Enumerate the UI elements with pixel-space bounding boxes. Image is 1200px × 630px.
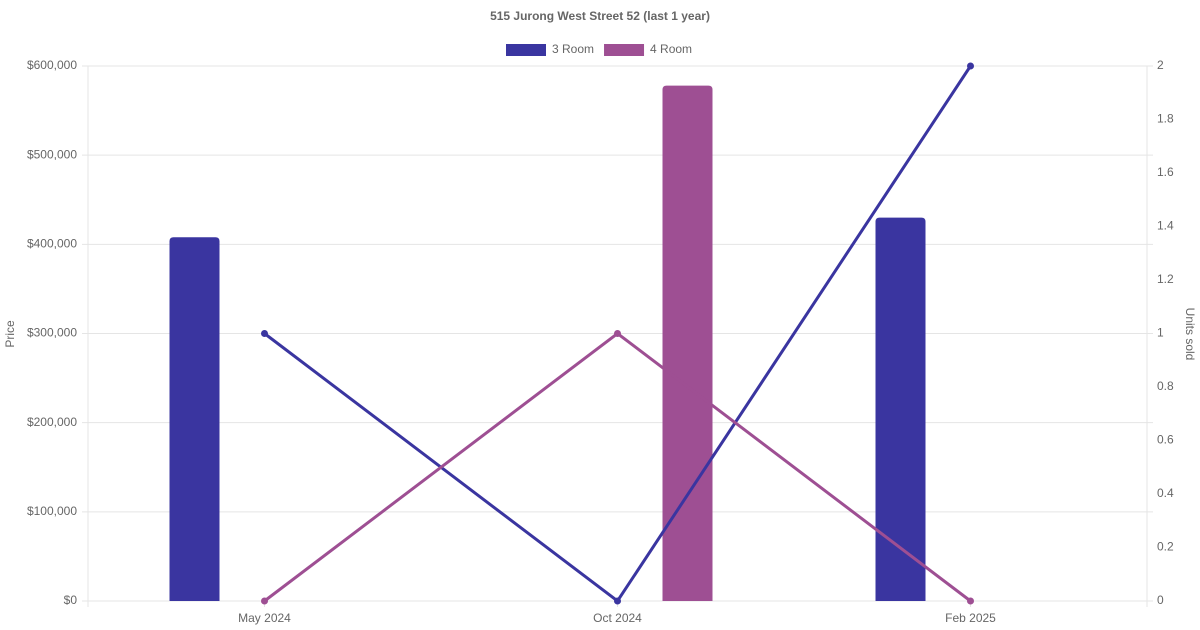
y2-tick-label: 0	[1157, 593, 1164, 607]
x-tick-label: Oct 2024	[593, 611, 642, 625]
x-tick-label: Feb 2025	[945, 611, 996, 625]
y2-axis-title: Units sold	[1183, 308, 1197, 361]
y-tick-label: $600,000	[27, 58, 77, 72]
bar	[169, 237, 220, 601]
legend-label: 4 Room	[650, 42, 692, 56]
y2-tick-label: 0.4	[1157, 486, 1174, 500]
y2-tick-label: 0.8	[1157, 379, 1174, 393]
y2-tick-label: 1.8	[1157, 112, 1174, 126]
legend-swatch	[506, 44, 546, 56]
y-axis-title: Price	[3, 320, 17, 348]
y-tick-label: $200,000	[27, 415, 77, 429]
point	[967, 597, 974, 605]
y2-tick-label: 1.6	[1157, 165, 1174, 179]
point	[614, 330, 621, 337]
y2-tick-label: 2	[1157, 58, 1164, 72]
point	[967, 62, 974, 70]
chart-title: 515 Jurong West Street 52 (last 1 year)	[490, 9, 710, 23]
bar	[662, 85, 713, 601]
x-tick-label: May 2024	[238, 611, 291, 625]
point	[261, 330, 268, 337]
bar	[875, 217, 926, 602]
y2-tick-label: 1	[1157, 326, 1164, 340]
y2-tick-label: 1.2	[1157, 272, 1174, 286]
point	[261, 597, 268, 605]
y2-tick-label: 0.2	[1157, 540, 1174, 554]
legend-swatch	[604, 44, 645, 56]
y-tick-label: $0	[64, 593, 78, 607]
y-tick-label: $300,000	[27, 326, 77, 340]
legend-label: 3 Room	[552, 42, 594, 56]
y-tick-label: $400,000	[27, 237, 77, 251]
y-tick-label: $500,000	[27, 147, 77, 161]
y-tick-label: $100,000	[27, 504, 77, 518]
y2-tick-label: 1.4	[1157, 219, 1174, 233]
point	[614, 597, 621, 605]
line	[263, 331, 972, 603]
y2-tick-label: 0.6	[1157, 433, 1174, 447]
